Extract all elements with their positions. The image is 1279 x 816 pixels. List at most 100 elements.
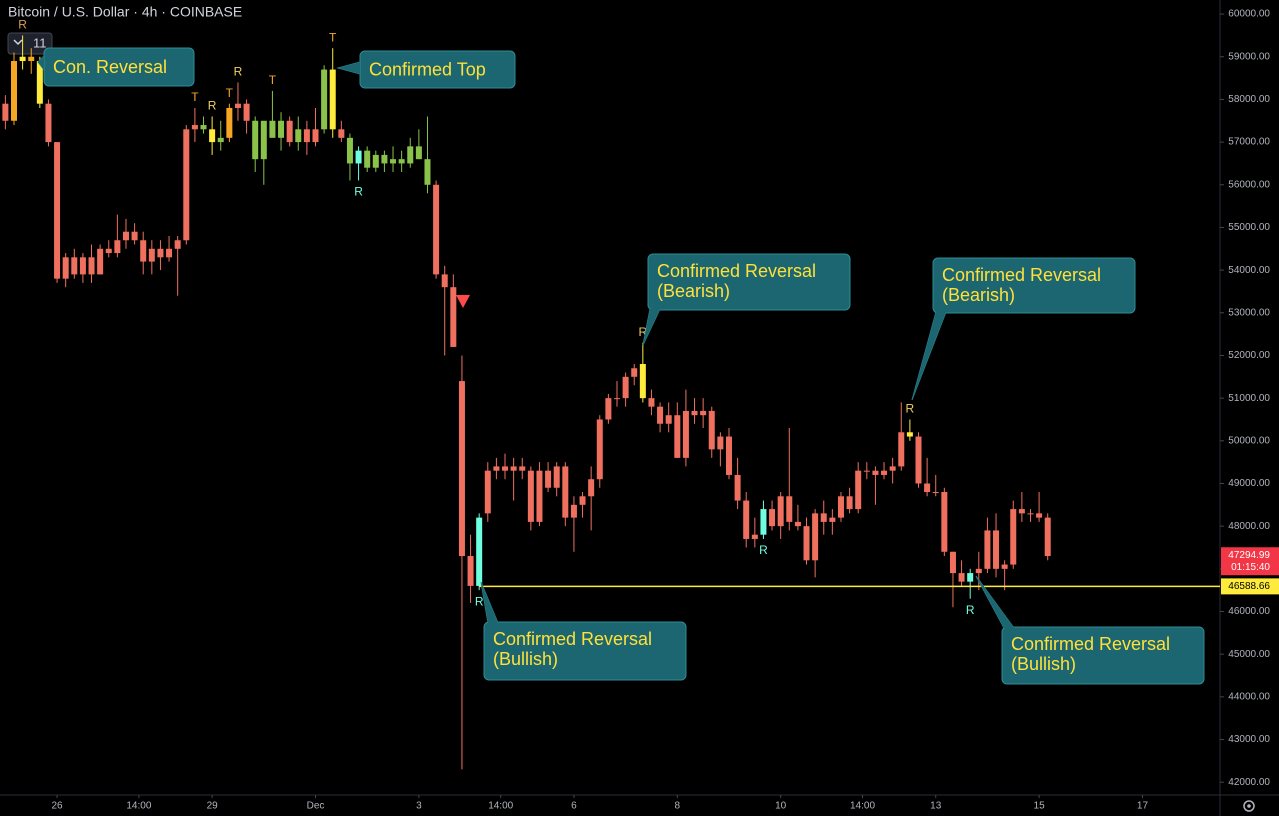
- candle-body: [157, 248, 164, 258]
- candle-body: [958, 573, 965, 582]
- candle-body: [166, 248, 173, 258]
- callout-joint: [643, 309, 660, 345]
- candle-body: [527, 470, 534, 522]
- candle-body: [1036, 513, 1043, 518]
- y-tick-label: 52000.00: [1228, 350, 1270, 361]
- sell-signal: [456, 295, 470, 308]
- y-tick-label: 54000.00: [1228, 265, 1270, 276]
- callout-text: Confirmed Reversal: [493, 629, 652, 649]
- x-tick-label: 14:00: [126, 801, 151, 812]
- candle-body: [734, 474, 741, 501]
- y-tick-label: 58000.00: [1228, 94, 1270, 105]
- candle-body: [984, 530, 991, 569]
- callout-joint: [338, 62, 360, 74]
- y-tick-label: 50000.00: [1228, 435, 1270, 446]
- signal-marker: T: [191, 90, 199, 104]
- callout: Confirmed Reversal(Bullish): [975, 575, 1205, 685]
- candle-body: [820, 513, 827, 522]
- candle-body: [863, 470, 870, 472]
- candle-body: [433, 184, 440, 275]
- level-label: 46588.66: [1228, 581, 1270, 592]
- candle-body: [1027, 513, 1034, 515]
- candle-body: [769, 509, 776, 527]
- y-tick-label: 44000.00: [1228, 691, 1270, 702]
- candle-body: [1010, 509, 1017, 565]
- candle-body: [786, 496, 793, 522]
- candle-body: [682, 410, 689, 458]
- x-tick-label: 10: [775, 801, 787, 812]
- callout-box: [647, 253, 851, 311]
- indicator-toggle[interactable]: 11: [7, 32, 53, 55]
- candle-body: [993, 530, 1000, 569]
- candle-body: [329, 69, 336, 130]
- candle-body: [898, 432, 905, 467]
- y-tick-label: 55000.00: [1228, 222, 1270, 233]
- candle-body: [510, 466, 517, 471]
- candle-body: [372, 154, 379, 168]
- candle-body: [812, 513, 819, 561]
- candle-body: [191, 125, 198, 130]
- candle-body: [725, 436, 732, 475]
- candle-body: [545, 470, 552, 488]
- y-tick-label: 53000.00: [1228, 307, 1270, 318]
- callout-joint: [912, 312, 946, 400]
- candle-body: [915, 436, 922, 484]
- toggle-box[interactable]: [7, 32, 53, 55]
- candle-body: [2, 103, 9, 121]
- candle-body: [631, 368, 638, 377]
- candle-body: [97, 248, 104, 275]
- candle-body: [200, 125, 207, 130]
- candle-body: [10, 61, 17, 121]
- level-label-box: [1221, 578, 1279, 595]
- candle-body: [794, 521, 801, 527]
- candle-body: [114, 240, 121, 254]
- candle-body: [932, 492, 939, 494]
- candle-body: [837, 496, 844, 518]
- candle-body: [881, 470, 888, 475]
- candle-body: [691, 410, 698, 416]
- signal-marker: R: [18, 18, 27, 32]
- last-price-box: [1221, 547, 1279, 576]
- candle-body: [88, 257, 95, 275]
- callout-box: [483, 621, 687, 681]
- y-tick-label: 49000.00: [1228, 478, 1270, 489]
- signal-marker: R: [354, 185, 363, 199]
- candle-body: [484, 470, 491, 514]
- countdown-label: 01:15:40: [1231, 562, 1270, 573]
- callout: Confirmed Top: [336, 50, 516, 89]
- signal-marker: R: [906, 402, 915, 416]
- signal-marker: R: [639, 325, 648, 339]
- y-tick-label: 46000.00: [1228, 606, 1270, 617]
- candle-body: [751, 534, 758, 539]
- candle-body: [924, 483, 931, 493]
- candle-body: [570, 504, 577, 518]
- candle-body: [243, 103, 250, 121]
- candle-body: [639, 364, 646, 399]
- candle-body: [967, 573, 974, 582]
- candle-body: [949, 551, 956, 574]
- candle-body: [286, 120, 293, 143]
- candle-body: [390, 159, 397, 164]
- candle-body: [536, 470, 543, 522]
- candle-body: [398, 159, 405, 164]
- candle-body: [174, 240, 181, 249]
- settings-icon[interactable]: [1243, 800, 1255, 812]
- candle-body: [321, 69, 328, 130]
- candle-body: [846, 496, 853, 510]
- candle-body: [717, 436, 724, 450]
- candle-body: [338, 129, 345, 138]
- callout-text: Confirmed Reversal: [942, 265, 1101, 285]
- x-tick-label: 6: [571, 801, 577, 812]
- candle-body: [28, 56, 35, 62]
- indicator-count: 11: [33, 35, 47, 50]
- x-tick-label: 8: [675, 801, 681, 812]
- candle-body: [45, 103, 52, 143]
- candle-body: [295, 129, 302, 143]
- candle-body: [346, 137, 353, 164]
- candle-body: [1044, 517, 1051, 557]
- candle-body: [708, 410, 715, 450]
- gear[interactable]: [1243, 800, 1255, 812]
- candle-body: [209, 129, 216, 143]
- x-tick-label: Dec: [307, 801, 325, 812]
- candle-body: [588, 479, 595, 497]
